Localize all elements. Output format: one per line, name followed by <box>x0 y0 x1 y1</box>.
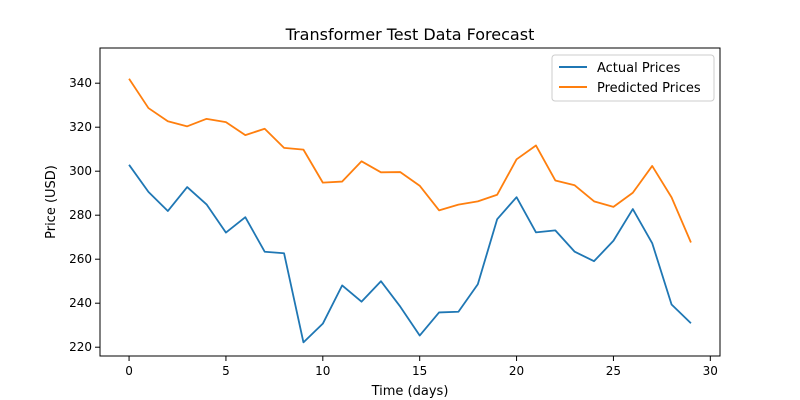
y-tick-label: 280 <box>69 208 92 222</box>
legend-label-predicted-prices: Predicted Prices <box>597 81 701 96</box>
y-tick-label: 240 <box>69 296 92 310</box>
x-tick-label: 0 <box>125 364 133 378</box>
x-tick-label: 15 <box>412 364 427 378</box>
legend-box <box>551 54 715 102</box>
y-tick-label: 300 <box>69 164 92 178</box>
plot-frame <box>99 47 721 357</box>
series-line-actual-prices <box>128 164 692 344</box>
chart-title: Transformer Test Data Forecast <box>285 25 535 44</box>
y-tick-label: 340 <box>69 76 92 90</box>
y-axis-ticks: 220 240 260 280 300 320 340 <box>69 76 100 354</box>
x-tick-label: 25 <box>606 364 621 378</box>
y-tick-label: 260 <box>69 252 92 266</box>
legend: Actual Prices Predicted Prices <box>551 54 715 102</box>
series-layer <box>128 78 692 344</box>
legend-label-actual-prices: Actual Prices <box>597 61 681 76</box>
y-axis-label: Price (USD) <box>44 165 59 239</box>
x-tick-label: 10 <box>315 364 330 378</box>
x-tick-label: 5 <box>222 364 230 378</box>
plot-area <box>99 47 721 357</box>
x-axis-ticks: 0 5 10 15 20 25 30 <box>125 356 718 378</box>
series-line-predicted-prices <box>128 78 692 243</box>
y-tick-label: 220 <box>69 340 92 354</box>
x-tick-label: 30 <box>703 364 718 378</box>
y-tick-label: 320 <box>69 120 92 134</box>
x-axis-label: Time (days) <box>371 384 449 399</box>
x-tick-label: 20 <box>509 364 524 378</box>
